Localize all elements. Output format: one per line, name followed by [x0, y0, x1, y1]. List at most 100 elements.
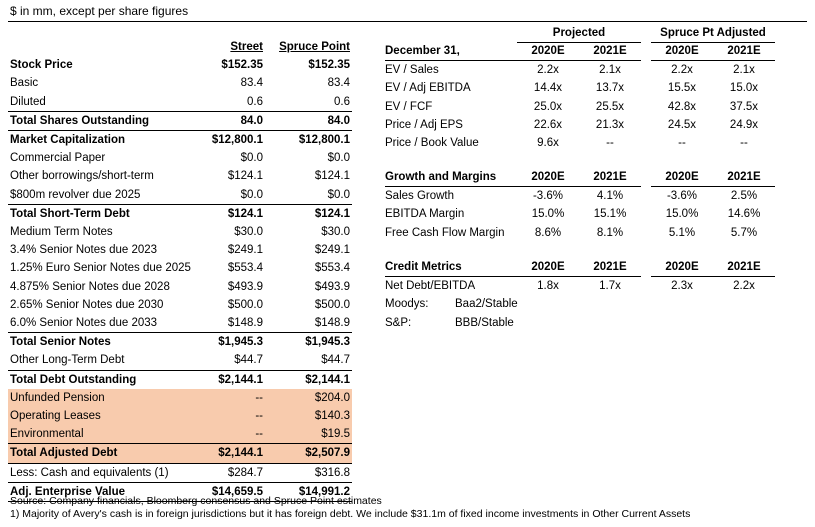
street-value: $148.9 [227, 317, 263, 330]
year-column-header: 2020E [651, 258, 713, 278]
group-gap [641, 24, 651, 43]
rating-row: Moodys: Baa2/Stable [385, 295, 775, 313]
metric-label: Free Cash Flow Margin [385, 226, 505, 239]
table-row: Medium Term Notes $30.0 $30.0 [8, 223, 352, 241]
row-label: Other Long-Term Debt [10, 354, 125, 367]
rating-agency-label: Moodys: [385, 298, 429, 311]
metric-label: Sales Growth [385, 190, 455, 203]
projected-group-label: Projected [517, 24, 641, 44]
rating-cell: Moodys: Baa2/Stable [385, 295, 775, 313]
table-row: Stock Price $152.35 $152.35 [8, 56, 352, 74]
metric-value: 2.1x [733, 64, 755, 77]
table-row: 3.4% Senior Notes due 2023 $249.1 $249.1 [8, 241, 352, 259]
metric-label: Net Debt/EBITDA [385, 280, 476, 293]
table-row: Total Debt Outstanding $2,144.1 $2,144.1 [8, 369, 352, 389]
table-row-highlighted: Operating Leases -- $140.3 [8, 407, 352, 426]
spruce-value: $124.1 [265, 203, 352, 224]
spruce-value: 84.0 [265, 110, 352, 132]
metric-value: 15.0% [665, 208, 699, 221]
table-row-highlighted: Unfunded Pension -- $204.0 [8, 388, 352, 408]
street-value: -- [205, 388, 265, 408]
street-value: $1,945.3 [205, 332, 265, 352]
metric-row: Free Cash Flow Margin 8.6% 8.1% 5.1% 5.7… [385, 224, 775, 242]
metric-value: 15.5x [667, 82, 697, 95]
metric-value: 8.6% [534, 226, 562, 239]
street-value: -- [205, 407, 265, 426]
table-row: Basic 83.4 83.4 [8, 74, 352, 92]
metric-value: 25.0x [533, 100, 563, 113]
row-label: Market Capitalization [10, 134, 126, 147]
capitalization-table: Street Spruce Point Stock Price $152.35 … [8, 38, 352, 503]
cap-header-spacer [8, 38, 205, 56]
column-gap [641, 258, 651, 277]
street-column-header: Street [230, 41, 263, 53]
column-gap [641, 187, 651, 206]
street-value: $284.7 [227, 466, 263, 479]
credit-metrics-table: Credit Metrics 2020E 2021E 2020E 2021E N… [385, 258, 775, 332]
row-label: Total Shares Outstanding [8, 110, 205, 132]
table-row-highlighted: Environmental -- $19.5 [8, 425, 352, 444]
rating-agency-label: S&P: [385, 316, 412, 329]
street-value: $553.4 [227, 262, 263, 275]
street-value: $0.0 [240, 188, 263, 201]
row-label: Basic [10, 77, 39, 90]
table-row: Diluted 0.6 0.6 [8, 93, 352, 112]
metric-value: 9.6x [537, 137, 559, 150]
row-label: Unfunded Pension [8, 388, 205, 408]
spruce-value: $140.3 [265, 407, 352, 426]
row-label: 1.25% Euro Senior Notes due 2025 [10, 262, 191, 275]
spruce-value: $500.0 [314, 298, 350, 311]
column-gap [641, 205, 651, 223]
table-row: 2.65% Senior Notes due 2030 $500.0 $500.… [8, 296, 352, 314]
metric-row: EV / Adj EBITDA 14.4x 13.7x 15.5x 15.0x [385, 79, 775, 97]
table-row: Other Long-Term Debt $44.7 $44.7 [8, 351, 352, 370]
metric-value: 2.2x [733, 280, 755, 293]
metric-value: -- [606, 137, 614, 150]
valuation-multiples-table: December 31, 2020E 2021E 2020E 2021E EV … [385, 42, 775, 152]
page-title: $ in mm, except per share figures [10, 4, 189, 18]
row-label: Total Short-Term Debt [8, 203, 205, 224]
year-column-header: 2021E [579, 42, 641, 62]
spruce-value: 83.4 [327, 77, 350, 90]
spruce-value: $124.1 [314, 170, 350, 183]
table-row: Total Senior Notes $1,945.3 $1,945.3 [8, 332, 352, 352]
row-label: 6.0% Senior Notes due 2033 [10, 317, 158, 330]
growth-margins-table: Growth and Margins 2020E 2021E 2020E 202… [385, 168, 775, 242]
metric-label: Price / Adj EPS [385, 118, 463, 131]
row-label: 3.4% Senior Notes due 2023 [10, 244, 158, 257]
rating-value: BBB/Stable [455, 316, 514, 329]
spruce-value: $12,800.1 [298, 134, 350, 147]
column-gap [641, 79, 651, 97]
year-column-header: 2020E [651, 42, 713, 62]
adjusted-group-label: Spruce Pt Adjusted [651, 24, 775, 44]
section-title: Credit Metrics [385, 258, 517, 278]
rating-row: S&P: BBB/Stable [385, 314, 775, 332]
street-value: $2,144.1 [205, 369, 265, 389]
metric-row: Price / Adj EPS 22.6x 21.3x 24.5x 24.9x [385, 116, 775, 134]
table-row: Less: Cash and equivalents (1) $284.7 $3… [8, 463, 352, 482]
street-value: -- [205, 425, 265, 444]
section-header-row: Credit Metrics 2020E 2021E 2020E 2021E [385, 258, 775, 278]
street-value: $14,659.5 [205, 481, 265, 503]
year-column-header: 2021E [579, 168, 641, 188]
metric-value: -3.6% [532, 190, 564, 203]
street-value: $12,800.1 [211, 134, 263, 147]
metric-value: 24.5x [667, 118, 697, 131]
row-label: $800m revolver due 2025 [10, 188, 141, 201]
row-label: Medium Term Notes [10, 226, 113, 239]
metric-value: 15.0% [531, 208, 565, 221]
spruce-value: $14,991.2 [265, 481, 352, 503]
spruce-value: $1,945.3 [265, 332, 352, 352]
group-header-row: Projected Spruce Pt Adjusted [385, 24, 775, 44]
row-label: 4.875% Senior Notes due 2028 [10, 280, 170, 293]
table-row: Market Capitalization $12,800.1 $12,800.… [8, 131, 352, 150]
spruce-value: $0.0 [327, 152, 350, 165]
table-row: Adj. Enterprise Value $14,659.5 $14,991.… [8, 481, 352, 503]
spruce-value: $19.5 [265, 425, 352, 444]
metric-label: EV / Adj EBITDA [385, 82, 471, 95]
metric-value: 15.0x [729, 82, 759, 95]
metric-value: 8.1% [596, 226, 624, 239]
metric-value: 13.7x [595, 82, 625, 95]
spruce-value: $152.35 [308, 59, 350, 72]
